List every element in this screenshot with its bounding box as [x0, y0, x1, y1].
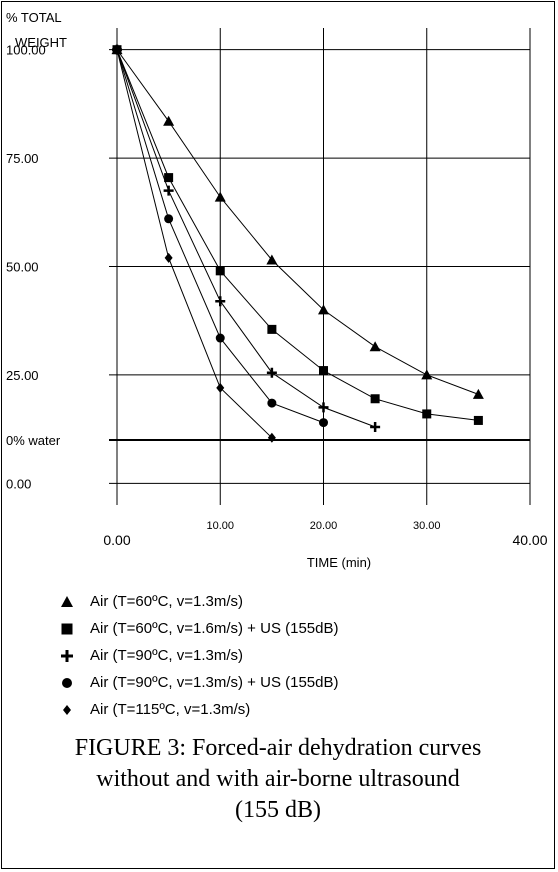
legend-label: Air (T=115ºC, v=1.3m/s)	[90, 701, 251, 718]
series-triangle	[111, 44, 484, 399]
y-tick-label: 0.00	[6, 476, 31, 491]
triangle-marker-icon	[61, 596, 73, 607]
square-marker	[267, 324, 277, 334]
circle-marker-icon	[62, 678, 72, 688]
triangle-marker	[369, 341, 381, 352]
series-diamond	[113, 44, 276, 443]
square-marker	[473, 415, 483, 425]
series-line	[116, 49, 479, 395]
circle-marker	[215, 333, 225, 343]
triangle-marker	[163, 115, 175, 126]
x-tick-label: 10.00	[206, 520, 234, 532]
square-marker-icon	[61, 623, 73, 635]
series-line	[116, 49, 376, 428]
plus-marker	[318, 402, 329, 413]
diamond-marker	[164, 252, 173, 263]
y-axis-label: WEIGHT	[15, 35, 67, 50]
caption-line-3: (155 dB)	[235, 797, 321, 823]
x-tick-label: 20.00	[310, 520, 338, 532]
square-marker	[370, 394, 380, 404]
diamond-marker-icon	[63, 705, 71, 715]
legend-label: Air (T=90ºC, v=1.3m/s) + US (155dB)	[90, 674, 339, 691]
triangle-marker	[318, 304, 329, 315]
plus-marker	[215, 296, 226, 307]
plus-marker	[163, 185, 174, 196]
diamond-marker	[267, 432, 276, 443]
diamond-marker	[113, 44, 121, 55]
series-line	[116, 49, 479, 421]
circle-marker	[164, 214, 174, 224]
caption-line-1: FIGURE 3: Forced-air dehydration curves	[74, 735, 482, 761]
y-tick-label: 50.00	[6, 260, 39, 275]
series-circle	[112, 45, 328, 428]
x-tick-label: 0.00	[103, 532, 130, 548]
grid-lines	[109, 28, 531, 505]
y-tick-label: 75.00	[6, 151, 39, 166]
triangle-marker	[266, 254, 278, 265]
square-marker	[215, 266, 225, 276]
x-axis-label: TIME (min)	[307, 555, 371, 570]
series-group	[111, 44, 484, 443]
legend-label: Air (T=60ºC, v=1.3m/s)	[90, 593, 244, 610]
legend-label: Air (T=90ºC, v=1.3m/s)	[90, 647, 244, 664]
reference-line-label: 0% water	[6, 433, 61, 448]
square-marker	[422, 409, 432, 419]
y-tick-label: 25.00	[6, 368, 39, 383]
plus-marker	[266, 367, 277, 378]
triangle-marker	[472, 388, 484, 399]
triangle-marker	[214, 191, 226, 202]
y-tick-label: 100.00	[6, 43, 46, 58]
chart-svg: 0.00 25.00 50.00 75.00 100.00 0.00 10.00 20.00 3…	[6, 10, 548, 570]
diamond-marker	[216, 382, 225, 393]
plus-marker	[370, 421, 381, 432]
series-plus	[112, 44, 381, 432]
y-axis-label: % TOTAL	[6, 10, 62, 25]
series-line	[116, 49, 273, 439]
figure-caption: FIGURE 3: Forced-air dehydration curves …	[0, 733, 556, 826]
triangle-marker	[421, 369, 433, 380]
caption-line-2: without and with air-borne ultrasound	[96, 766, 460, 792]
square-marker	[319, 366, 328, 376]
circle-marker	[267, 398, 277, 408]
square-marker	[164, 173, 174, 183]
circle-marker	[319, 418, 328, 428]
plus-marker-icon	[61, 650, 73, 662]
x-tick-label: 40.00	[512, 532, 547, 548]
series-square	[112, 45, 483, 425]
axis-labels: 0.00 25.00 50.00 75.00 100.00 0.00 10.00 20.00 3…	[6, 10, 548, 570]
x-tick-label: 30.00	[413, 520, 441, 532]
legend-label: Air (T=60ºC, v=1.6m/s) + US (155dB)	[90, 620, 339, 637]
